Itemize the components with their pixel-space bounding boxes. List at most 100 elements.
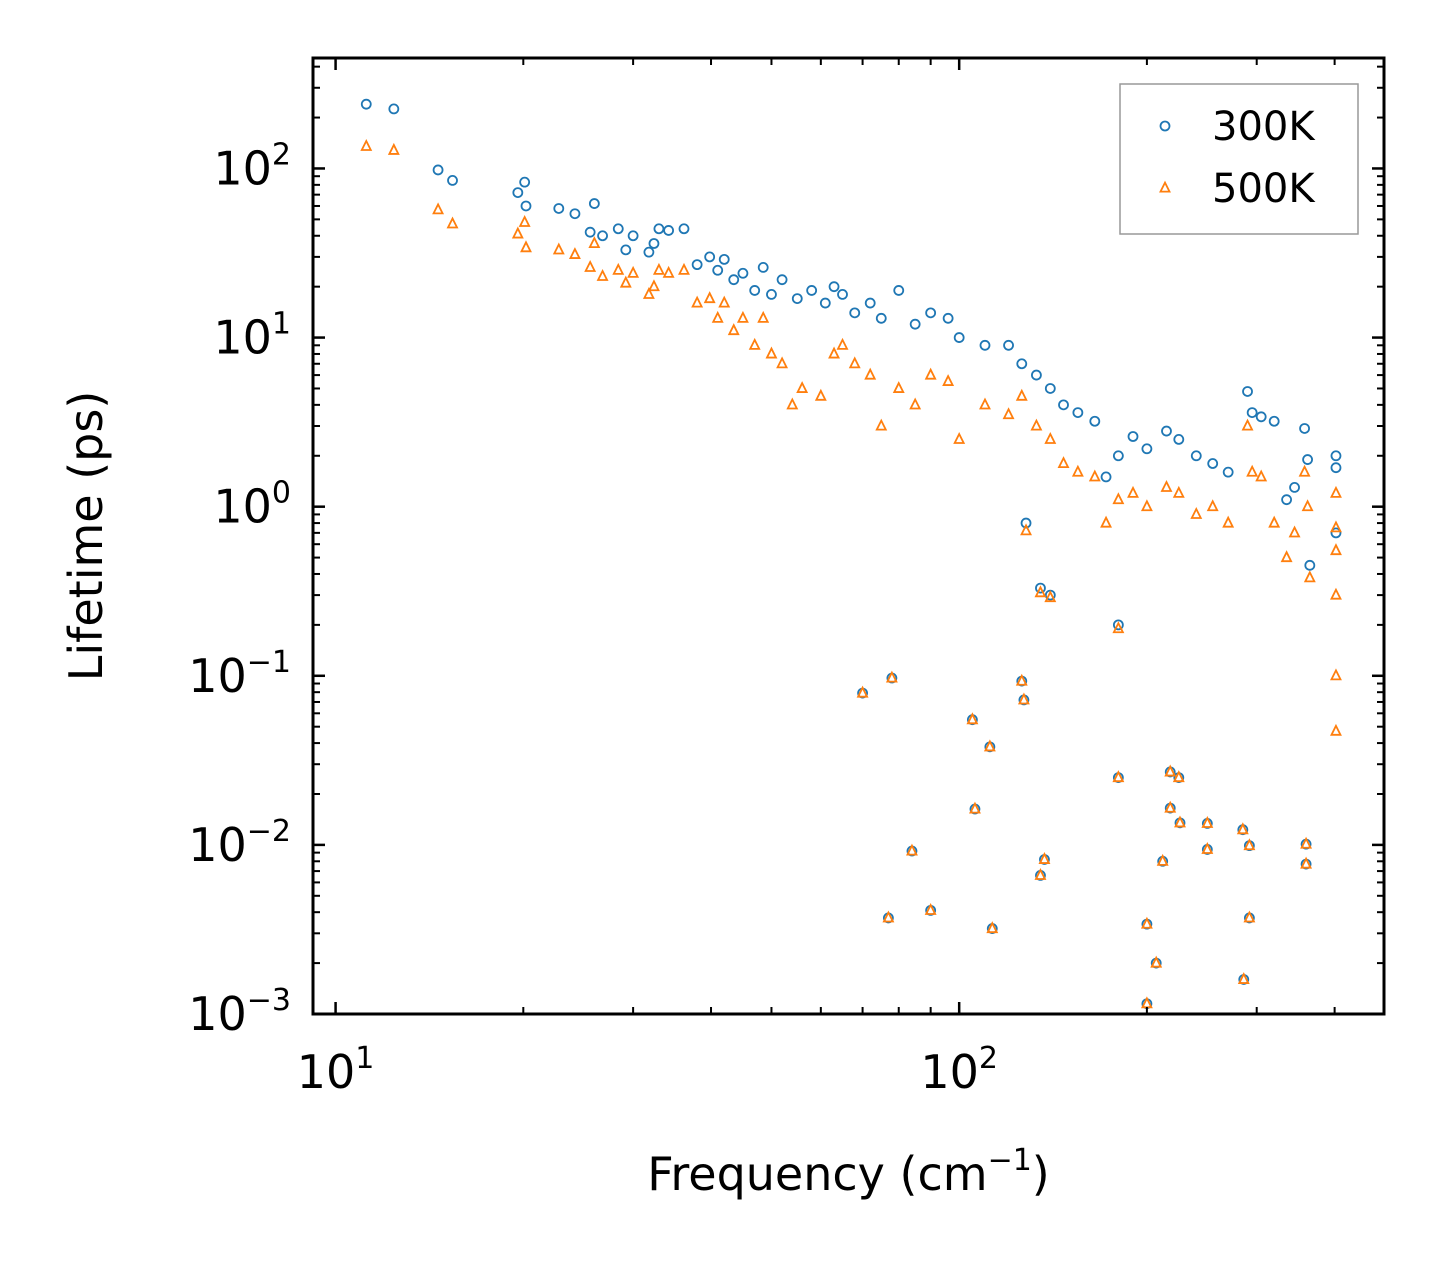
y-tick-label-2: 10−1 — [188, 645, 291, 703]
y-tick-label-3: 100 — [213, 476, 291, 534]
point-300K-28 — [766, 289, 777, 300]
point-500K-75 — [856, 685, 869, 698]
point-500K-25 — [736, 310, 749, 323]
point-300K-47 — [1044, 383, 1056, 394]
point-500K-106 — [1300, 836, 1313, 849]
point-500K-2 — [432, 202, 445, 215]
point-300K-69 — [1330, 450, 1342, 462]
point-500K-99 — [1174, 815, 1186, 828]
point-500K-63 — [1268, 515, 1281, 528]
y-axis-label: Lifetime (ps) — [59, 391, 113, 682]
point-500K-21 — [703, 291, 716, 304]
point-500K-69 — [1330, 485, 1342, 498]
point-300K-0 — [360, 98, 372, 110]
point-300K-46 — [1031, 369, 1042, 381]
point-500K-82 — [1034, 585, 1047, 598]
point-500K-19 — [678, 262, 690, 275]
y-tick-exponent: −1 — [247, 645, 291, 680]
point-500K-107 — [1300, 856, 1313, 869]
point-300K-19 — [678, 223, 690, 235]
point-300K-52 — [1112, 450, 1124, 462]
y-tick-label-5: 102 — [213, 137, 291, 195]
x-tick-exponent: 2 — [979, 1041, 998, 1076]
point-500K-105 — [1243, 910, 1256, 923]
legend-items: 300K 500K — [1159, 104, 1316, 212]
point-300K-24 — [728, 274, 740, 286]
point-500K-80 — [1017, 692, 1030, 705]
point-500K-7 — [552, 242, 565, 255]
point-300K-34 — [837, 289, 848, 300]
point-500K-72 — [1330, 587, 1342, 600]
point-500K-66 — [1298, 464, 1311, 477]
legend-marker-500K — [1159, 180, 1171, 193]
point-500K-70 — [1330, 520, 1342, 533]
point-500K-84 — [1112, 621, 1125, 634]
point-300K-6 — [520, 200, 532, 212]
y-tick-label-0: 10−3 — [188, 983, 291, 1041]
point-500K-9 — [584, 259, 597, 272]
point-300K-31 — [806, 285, 818, 296]
point-300K-10 — [588, 198, 600, 209]
point-500K-34 — [836, 337, 849, 350]
point-500K-73 — [1330, 668, 1342, 681]
legend-label-300K: 300K — [1212, 104, 1316, 150]
point-500K-3 — [446, 216, 459, 229]
point-300K-33 — [828, 281, 840, 293]
point-500K-43 — [979, 397, 991, 410]
point-300K-18 — [663, 225, 674, 236]
series-300K — [360, 98, 1342, 1010]
point-500K-79 — [1015, 673, 1028, 686]
point-300K-12 — [612, 223, 624, 235]
point-500K-24 — [727, 323, 740, 336]
point-300K-42 — [953, 332, 965, 343]
point-500K-65 — [1288, 525, 1301, 538]
point-500K-98 — [1172, 770, 1185, 783]
point-500K-104 — [1243, 838, 1256, 851]
y-tick-base: 10 — [188, 818, 247, 872]
point-500K-92 — [1112, 770, 1125, 783]
point-500K-11 — [596, 268, 609, 281]
point-500K-26 — [748, 337, 761, 350]
point-300K-40 — [925, 307, 937, 319]
legend-box — [1119, 83, 1359, 235]
y-tick-label-4: 101 — [213, 307, 291, 365]
point-300K-49 — [1072, 407, 1084, 419]
point-500K-16 — [648, 279, 660, 292]
point-300K-51 — [1100, 471, 1112, 483]
point-500K-6 — [520, 240, 532, 253]
point-500K-97 — [1164, 800, 1177, 813]
y-tick-label-1: 10−2 — [188, 814, 291, 872]
point-500K-71 — [1330, 543, 1342, 556]
point-300K-63 — [1268, 415, 1280, 427]
point-500K-18 — [662, 265, 675, 278]
point-500K-50 — [1088, 469, 1101, 482]
point-500K-8 — [568, 247, 581, 259]
point-500K-48 — [1057, 456, 1070, 469]
point-500K-77 — [966, 712, 979, 725]
point-500K-58 — [1206, 499, 1219, 512]
point-500K-100 — [1201, 815, 1214, 828]
point-500K-46 — [1030, 418, 1043, 431]
point-500K-54 — [1140, 499, 1153, 512]
x-tick-label-0: 101 — [297, 1041, 375, 1099]
point-500K-39 — [909, 397, 922, 410]
point-300K-27 — [757, 261, 769, 273]
point-500K-47 — [1044, 431, 1057, 444]
point-500K-55 — [1160, 479, 1173, 492]
point-300K-70 — [1330, 462, 1342, 474]
point-300K-2 — [432, 164, 444, 176]
point-500K-62 — [1255, 469, 1268, 482]
point-300K-7 — [553, 203, 565, 214]
plot-frame — [311, 56, 1386, 1016]
x-tick-exponent: 1 — [355, 1041, 374, 1076]
x-axis-label-superscript: −1 — [988, 1143, 1032, 1178]
point-500K-13 — [619, 275, 632, 288]
point-500K-40 — [924, 367, 937, 380]
point-500K-81 — [1020, 523, 1032, 536]
point-500K-20 — [691, 295, 704, 308]
point-300K-45 — [1016, 358, 1028, 370]
point-500K-0 — [360, 139, 373, 151]
point-300K-15 — [643, 246, 655, 258]
